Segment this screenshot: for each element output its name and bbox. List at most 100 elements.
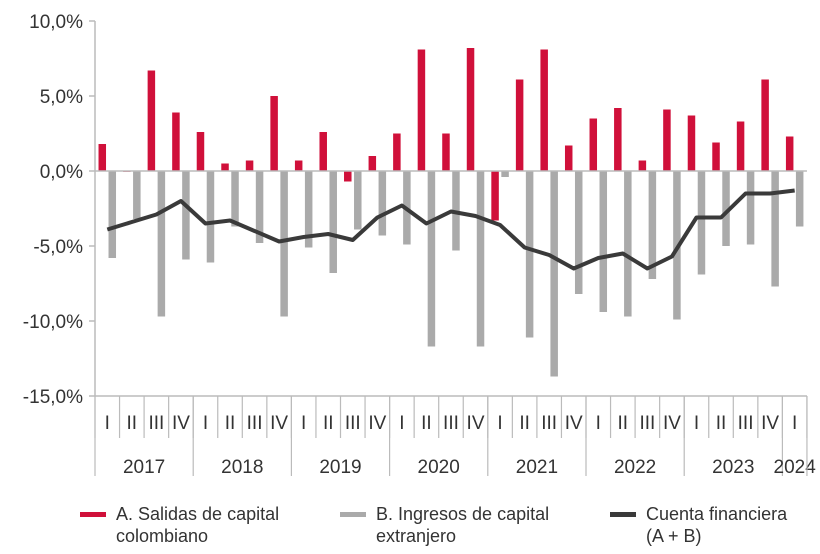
bar-salidas — [785, 136, 794, 171]
bar-salidas — [319, 132, 327, 171]
bar-ingresos — [795, 171, 804, 227]
y-tick-label: -5,0% — [33, 237, 83, 258]
x-tick-label: II — [323, 413, 334, 434]
bar-salidas — [393, 133, 401, 171]
bar-salidas — [614, 108, 622, 171]
x-tick-label: I — [792, 413, 797, 434]
x-tick-label: II — [519, 413, 530, 434]
y-tick-label: -15,0% — [23, 387, 83, 408]
bar-ingresos — [354, 171, 362, 230]
bar-salidas — [761, 79, 769, 171]
bar-ingresos — [501, 171, 509, 177]
bar-ingresos — [722, 171, 730, 246]
legend-label: B. Ingresos de capital — [376, 504, 550, 524]
x-tick-label: II — [127, 413, 138, 434]
bar-salidas — [294, 160, 303, 171]
bar-ingresos — [525, 171, 534, 338]
bar-salidas — [270, 96, 278, 171]
bar-salidas — [515, 79, 524, 171]
bar-ingresos — [599, 171, 608, 312]
year-label: 2017 — [123, 457, 165, 478]
x-tick-label: II — [421, 413, 432, 434]
x-tick-label: IV — [368, 413, 386, 434]
bar-ingresos — [427, 171, 436, 347]
year-label: 2024 — [774, 457, 817, 478]
bar-salidas — [564, 145, 573, 171]
x-tick-label: I — [497, 413, 502, 434]
x-tick-label: III — [541, 413, 557, 434]
bar-salidas — [245, 160, 254, 171]
bar-ingresos — [182, 171, 190, 260]
legend-label: Cuenta financiera — [646, 504, 788, 524]
x-tick-label: III — [345, 413, 361, 434]
bar-ingresos — [476, 171, 485, 347]
x-tick-label: II — [618, 413, 629, 434]
bar-ingresos — [697, 171, 706, 275]
bar-ingresos — [255, 171, 264, 243]
bar-salidas — [736, 121, 745, 171]
y-tick-label: 5,0% — [40, 87, 83, 108]
legend-label: colombiano — [116, 526, 209, 546]
x-tick-label: IV — [172, 413, 190, 434]
y-tick-label: 10,0% — [29, 12, 83, 33]
x-tick-label: IV — [761, 413, 779, 434]
bar-salidas — [196, 132, 205, 171]
bar-salidas — [466, 48, 475, 171]
y-tick-label: 0,0% — [40, 162, 83, 183]
x-tick-label: III — [443, 413, 459, 434]
legend-item-ingresos: B. Ingresos de capital extranjero — [340, 503, 549, 547]
x-tick-label: III — [639, 413, 655, 434]
legend-label: (A + B) — [646, 526, 702, 546]
x-tick-label: IV — [565, 413, 583, 434]
bar-salidas — [589, 118, 598, 171]
bar-salidas — [687, 115, 696, 171]
x-tick-label: I — [203, 413, 208, 434]
x-tick-label: I — [301, 413, 306, 434]
year-label: 2018 — [221, 457, 263, 478]
x-tick-label: I — [105, 413, 110, 434]
bar-salidas — [172, 112, 180, 171]
bar-ingresos — [206, 171, 215, 263]
bar-ingresos — [550, 171, 558, 377]
bar-ingresos — [771, 171, 779, 287]
x-tick-label: IV — [663, 413, 681, 434]
y-tick-label: -10,0% — [23, 312, 83, 333]
x-tick-label: II — [225, 413, 236, 434]
legend-swatch-red — [80, 512, 106, 517]
bar-ingresos — [378, 171, 387, 236]
chart-svg: 10,0%5,0%0,0%-5,0%-10,0%-15,0%I II III IV I I… — [23, 12, 817, 478]
legend-label: extranjero — [376, 526, 457, 546]
legend-item-salidas: A. Salidas de capital colombiano — [80, 503, 279, 547]
bar-salidas — [540, 49, 548, 171]
x-tick-label: III — [247, 413, 263, 434]
bar-salidas — [368, 156, 377, 171]
year-label: 2020 — [418, 457, 460, 478]
bar-ingresos — [108, 171, 117, 258]
bar-salidas — [712, 142, 720, 171]
legend-item-cuenta: Cuenta financiera (A + B) — [610, 503, 787, 547]
bar-salidas — [663, 109, 671, 171]
legend-label: A. Salidas de capital — [116, 504, 280, 524]
bar-ingresos — [574, 171, 583, 294]
bar-salidas — [417, 49, 426, 171]
x-tick-label: II — [716, 413, 727, 434]
x-tick-label: III — [148, 413, 164, 434]
bar-ingresos — [280, 171, 288, 317]
x-tick-label: IV — [270, 413, 288, 434]
bar-ingresos — [746, 171, 755, 245]
bar-salidas — [98, 144, 107, 171]
legend-swatch-dark — [610, 512, 636, 517]
bar-ingresos — [329, 171, 337, 273]
year-label: 2023 — [712, 457, 754, 478]
bar-ingresos — [304, 171, 313, 248]
bar-salidas — [491, 171, 499, 221]
bar-salidas — [147, 70, 156, 171]
bar-ingresos — [157, 171, 166, 317]
bar-salidas — [221, 163, 229, 171]
bar-salidas — [442, 133, 450, 171]
year-label: 2019 — [319, 457, 361, 478]
bar-salidas — [344, 171, 352, 182]
year-label: 2021 — [516, 457, 558, 478]
bar-ingresos — [231, 171, 239, 227]
